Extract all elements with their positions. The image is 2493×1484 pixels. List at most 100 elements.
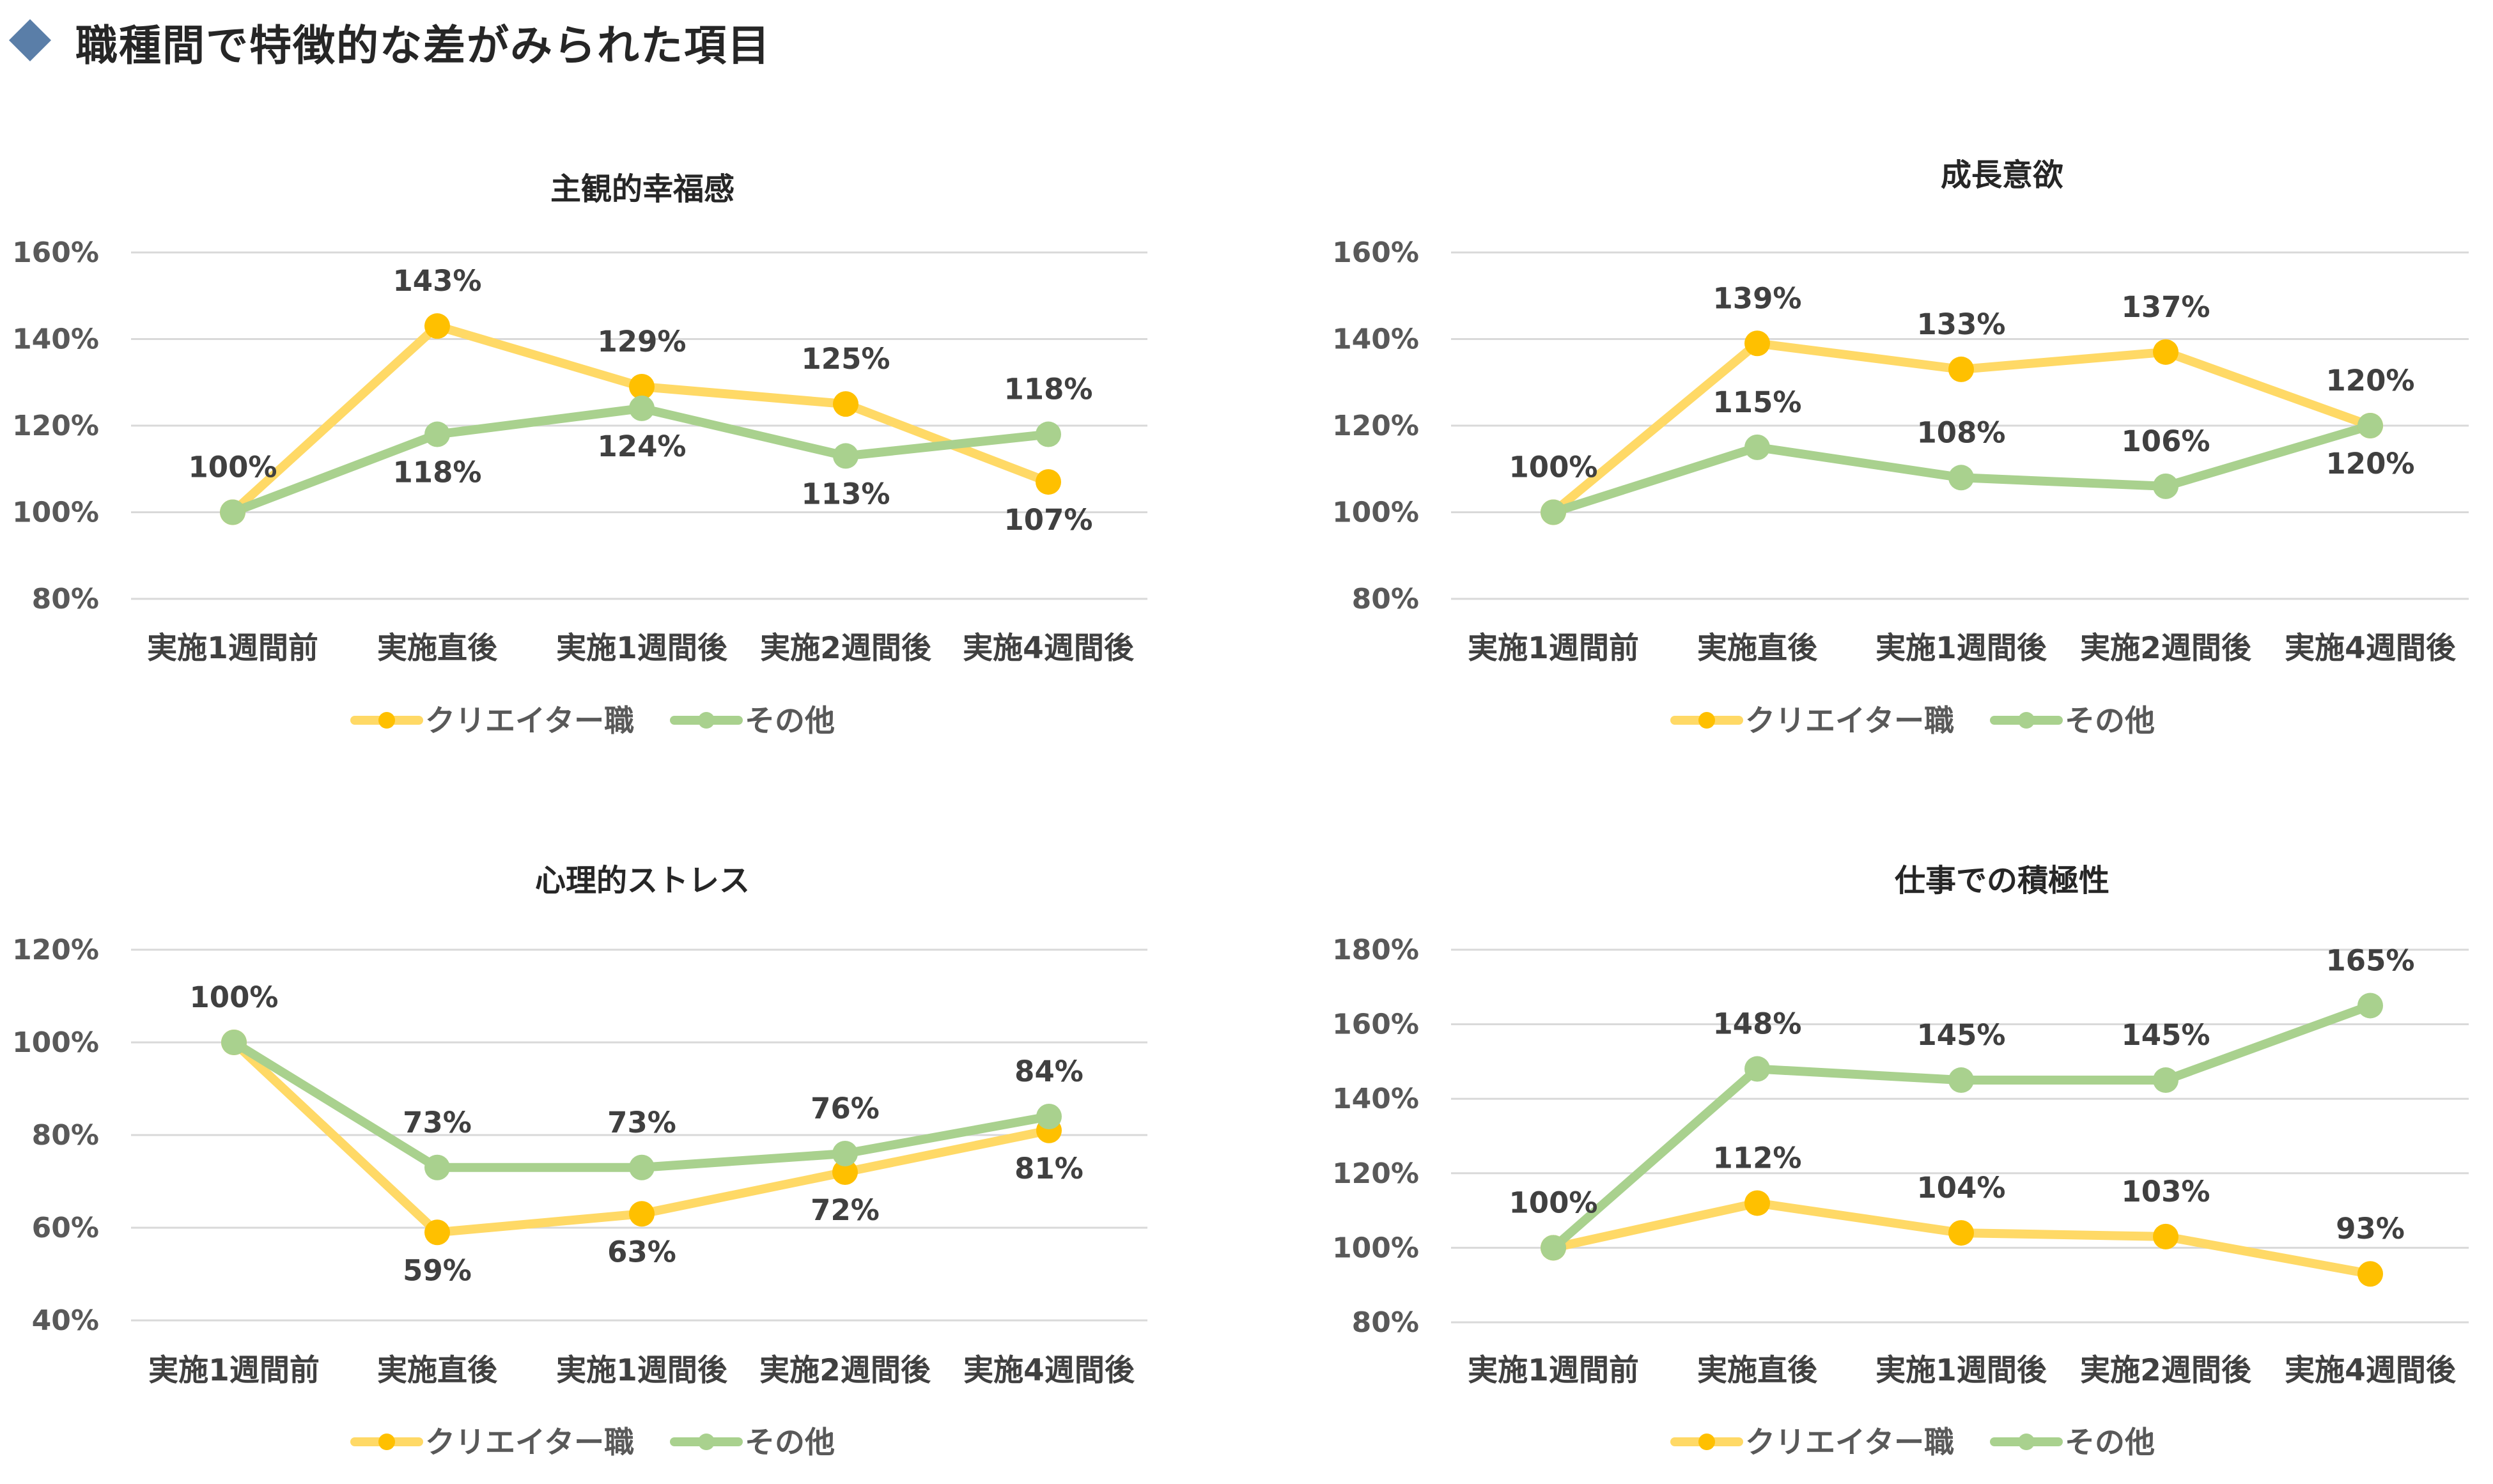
chart-title: 主観的幸福感 <box>550 171 734 207</box>
page-header: 職種間で特徴的な差がみられた項目 <box>0 0 2493 89</box>
data-label: 145% <box>2121 1018 2210 1052</box>
data-point-other <box>1744 434 1770 460</box>
data-label: 73% <box>403 1106 472 1140</box>
y-tick-label: 140% <box>1332 1083 1419 1115</box>
data-point-other <box>2357 993 2383 1019</box>
data-label: 137% <box>2121 290 2210 324</box>
data-point-creator <box>1036 469 1061 495</box>
legend-label: クリエイター職 <box>1745 704 1954 739</box>
chart-panel-2: 成長意欲80%100%120%140%160%実施1週間前 実施直後 実施1週間後実… <box>1332 157 2469 739</box>
data-label: 120% <box>2326 364 2414 398</box>
y-tick-label: 120% <box>1332 410 1419 442</box>
data-point-other <box>1036 1104 1062 1129</box>
x-tick-label: 実施1週間後 <box>556 1353 728 1388</box>
data-label: 100% <box>188 451 277 484</box>
y-tick-label: 100% <box>1332 497 1419 529</box>
x-tick-label: 実施1週間前 <box>1468 631 1639 666</box>
legend-marker-creator <box>378 712 395 729</box>
data-label: 139% <box>1712 281 1801 315</box>
data-point-creator <box>1948 1220 1974 1246</box>
data-label: 104% <box>1916 1171 2005 1205</box>
legend-label: クリエイター職 <box>1745 1425 1954 1460</box>
data-label: 106% <box>2121 424 2210 458</box>
data-point-other <box>629 1154 655 1180</box>
x-tick-label: 実施4週間後 <box>2285 1353 2457 1388</box>
y-tick-label: 80% <box>32 583 99 615</box>
x-tick-label: 実施2週間後 <box>2080 1353 2252 1388</box>
legend-label: クリエイター職 <box>425 1425 634 1460</box>
chart-panel-1: 主観的幸福感 80% 100% 120% 140% 160% 実施1週間前 実施直後 実施1週間… <box>12 171 1147 739</box>
legend-marker-other <box>2018 712 2035 729</box>
y-tick-label: 160% <box>1332 1009 1419 1041</box>
legend-marker-creator <box>378 1434 395 1450</box>
data-label: 165% <box>2326 943 2414 977</box>
y-tick-label: 100% <box>12 497 99 529</box>
x-tick-label: 実施1週間前 <box>1468 1353 1639 1388</box>
legend-label: その他 <box>745 1425 835 1460</box>
y-tick-label: 160% <box>12 236 99 269</box>
data-point-other <box>1036 421 1061 447</box>
data-point-other <box>2357 413 2383 438</box>
data-label: 103% <box>2121 1175 2210 1209</box>
data-point-other <box>2153 473 2178 499</box>
x-tick-label: 実施4週間後 <box>2285 631 2457 666</box>
chart-title: 成長意欲 <box>1941 157 2063 193</box>
data-label: 118% <box>392 456 481 490</box>
data-label: 108% <box>1916 415 2005 449</box>
legend-marker-other <box>698 712 715 729</box>
data-label: 72% <box>811 1193 880 1227</box>
chart-panel-3: 心理的ストレス 40% 60% 80% 100% 120% 実施1週間前 実施直後 実施1週間後… <box>12 863 1147 1460</box>
y-tick-label: 100% <box>12 1026 99 1059</box>
chart-title: 心理的ストレス <box>535 863 750 899</box>
y-tick-label: 140% <box>12 323 99 356</box>
legend-marker-creator <box>1698 1434 1715 1450</box>
data-label: 84% <box>1014 1055 1083 1088</box>
data-point-creator <box>1744 330 1770 357</box>
y-tick-label: 120% <box>1332 1157 1419 1190</box>
y-tick-label: 120% <box>12 410 99 442</box>
data-label: 113% <box>801 477 890 511</box>
diamond-bullet-icon <box>9 19 51 61</box>
data-label: 100% <box>1509 1186 1597 1219</box>
data-label: 63% <box>607 1235 676 1269</box>
y-tick-label: 80% <box>1352 583 1419 615</box>
x-tick-label: 実施1週間後 <box>1876 1353 2047 1388</box>
x-tick-label: 実施2週間後 <box>2080 631 2252 666</box>
data-point-other <box>1948 1067 1974 1094</box>
data-label: 73% <box>607 1106 676 1140</box>
data-label: 133% <box>1916 307 2005 341</box>
data-point-other <box>833 443 858 469</box>
data-label: 145% <box>1916 1018 2005 1052</box>
x-tick-label: 実施2週間後 <box>759 1353 931 1388</box>
legend-marker-other <box>2018 1434 2035 1450</box>
legend-label: その他 <box>745 704 835 739</box>
data-point-creator <box>1744 1190 1770 1216</box>
x-tick-label: 実施4週間後 <box>963 631 1135 666</box>
y-tick-label: 120% <box>12 934 99 966</box>
data-label: 81% <box>1014 1152 1083 1186</box>
legend-marker-creator <box>1698 712 1715 729</box>
x-tick-label: 実施直後 <box>377 1353 498 1388</box>
data-point-creator <box>1948 356 1974 382</box>
data-label: 100% <box>1509 451 1597 484</box>
y-tick-label: 160% <box>1332 236 1419 269</box>
data-point-creator <box>629 1201 655 1227</box>
data-point-creator <box>2153 339 2178 365</box>
y-tick-label: 60% <box>32 1212 99 1244</box>
y-tick-label: 100% <box>1332 1232 1419 1264</box>
data-label: 112% <box>1712 1141 1801 1175</box>
data-label: 118% <box>1004 373 1092 406</box>
x-tick-label: 実施直後 <box>377 631 498 666</box>
data-label: 125% <box>801 342 890 376</box>
data-point-creator <box>424 1219 450 1246</box>
data-label: 100% <box>189 980 278 1014</box>
data-label: 120% <box>2326 447 2414 481</box>
data-point-creator <box>629 374 655 400</box>
data-label: 93% <box>2336 1212 2405 1246</box>
data-label: 115% <box>1712 385 1801 419</box>
x-tick-label: 実施1週間前 <box>147 631 318 666</box>
data-label: 107% <box>1004 503 1092 537</box>
data-label: 129% <box>597 325 686 359</box>
x-tick-label: 実施1週間前 <box>148 1353 320 1388</box>
